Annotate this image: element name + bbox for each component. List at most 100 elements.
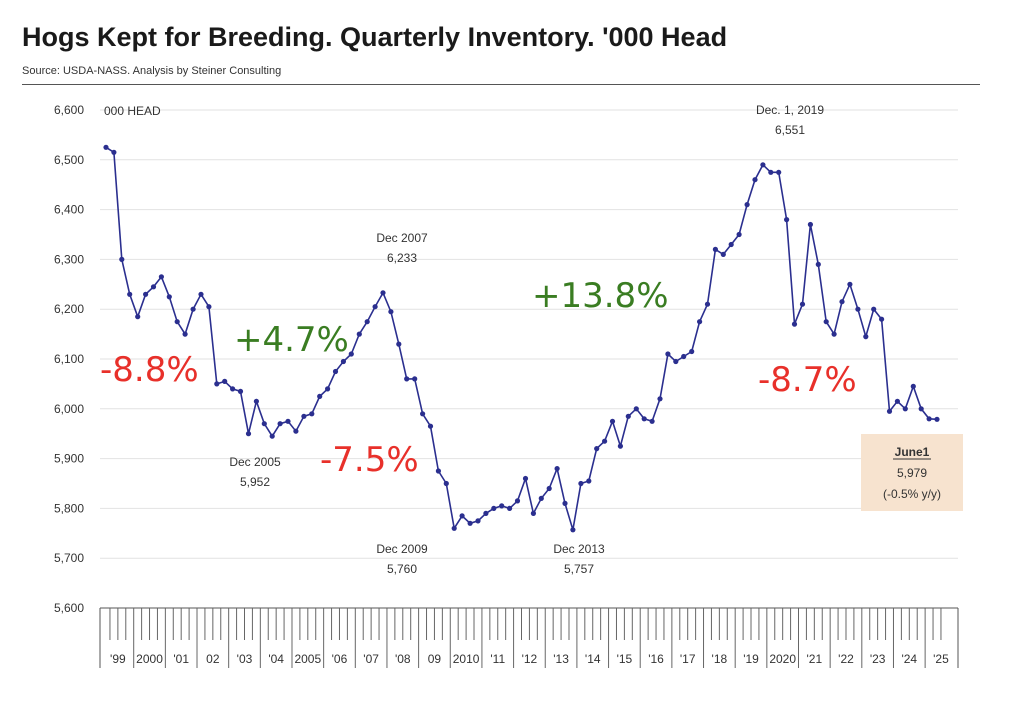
data-point <box>689 348 695 355</box>
data-point <box>886 408 893 414</box>
data-point <box>127 291 133 297</box>
x-tick-label: '11 <box>490 652 505 666</box>
data-point <box>697 319 703 325</box>
y-tick-label: 6,600 <box>54 103 84 117</box>
y-axis: 5,600 5,700 5,800 5,900 6,000 6,100 6,200 6,300… <box>54 103 84 615</box>
data-point <box>388 309 394 315</box>
data-point <box>926 416 932 422</box>
data-point <box>760 162 766 168</box>
x-tick-label: '23 <box>870 652 886 666</box>
x-tick-label: '25 <box>933 652 949 666</box>
series-layer <box>103 144 940 533</box>
data-point <box>427 423 434 429</box>
data-point <box>712 246 719 252</box>
data-point <box>522 475 529 482</box>
y-tick-label: 6,200 <box>54 302 84 316</box>
period-change-label: +13.8% <box>532 276 669 316</box>
data-point <box>356 331 362 337</box>
callout-value: 5,979 <box>897 466 927 480</box>
period-change-label: +4.7% <box>234 320 349 360</box>
data-point <box>475 518 481 524</box>
data-point <box>483 510 489 516</box>
data-point <box>902 406 908 412</box>
x-tick-label: '13 <box>553 652 569 666</box>
data-point <box>625 413 631 419</box>
data-point <box>776 169 782 175</box>
data-point <box>230 386 236 392</box>
data-point <box>285 418 291 424</box>
data-point <box>673 358 679 365</box>
callout-change: (-0.5% y/y) <box>883 487 941 501</box>
annotation-label: Dec 2009 <box>376 542 428 556</box>
data-point <box>720 251 726 257</box>
y-tick-label: 6,100 <box>54 352 84 366</box>
data-point <box>871 306 877 312</box>
data-point <box>293 428 299 434</box>
x-tick-label: '06 <box>332 652 348 666</box>
data-point <box>364 319 370 325</box>
x-tick-label: '24 <box>901 652 917 666</box>
data-point <box>214 381 220 387</box>
x-tick-label: '15 <box>617 652 633 666</box>
data-point <box>879 316 885 322</box>
period-change-label: -8.8% <box>100 350 199 390</box>
data-point <box>499 503 505 509</box>
data-point <box>752 177 758 183</box>
data-point <box>633 406 639 412</box>
data-point <box>934 416 940 422</box>
data-point <box>325 386 331 392</box>
x-tick-label: '04 <box>268 652 284 666</box>
data-point <box>206 304 212 310</box>
series-line <box>105 146 938 531</box>
x-tick-label: 02 <box>206 652 220 666</box>
data-point <box>190 306 196 312</box>
data-point <box>158 274 164 280</box>
period-change-label: -7.5% <box>320 440 419 480</box>
data-point <box>554 466 560 472</box>
period-change-labels: -8.8% +4.7% -7.5% +13.8% -8.7% <box>100 276 857 480</box>
data-point <box>744 202 750 208</box>
data-point <box>681 353 687 360</box>
data-point <box>823 319 829 325</box>
data-point <box>380 290 386 296</box>
x-tick-label: '07 <box>363 652 379 666</box>
data-point <box>332 368 339 375</box>
data-point <box>507 505 513 511</box>
data-point <box>198 291 204 297</box>
annotation-label: 5,952 <box>240 475 270 489</box>
data-point <box>459 513 465 519</box>
x-tick-label: '08 <box>395 652 411 666</box>
chart-title: Hogs Kept for Breeding. Quarterly Invent… <box>22 22 728 52</box>
data-point <box>420 411 426 417</box>
data-point <box>728 241 734 248</box>
data-point <box>404 376 410 382</box>
data-point <box>222 378 228 384</box>
data-point <box>514 498 521 504</box>
data-point <box>815 261 821 267</box>
x-tick-label: '16 <box>648 652 664 666</box>
x-tick-label: '01 <box>173 652 189 666</box>
data-point <box>119 256 125 262</box>
x-tick-label: 2000 <box>136 652 163 666</box>
data-point <box>609 418 616 424</box>
y-tick-label: 5,600 <box>54 601 84 615</box>
x-tick-label: '18 <box>712 652 728 666</box>
x-tick-label: '99 <box>110 652 126 666</box>
data-point <box>918 406 924 412</box>
y-tick-label: 5,700 <box>54 551 84 565</box>
data-point <box>103 144 109 150</box>
x-tick-label: '19 <box>743 652 759 666</box>
data-point <box>594 446 600 452</box>
data-point <box>578 480 584 487</box>
data-point <box>586 478 592 484</box>
data-point <box>894 398 901 404</box>
data-point <box>301 413 307 419</box>
callout-box <box>861 434 963 511</box>
x-axis: '99 2000 '01 02 '03 '04 2005 '06 '07 '08 09 2010 '11… <box>99 607 959 668</box>
data-point <box>435 468 441 474</box>
data-point <box>665 351 671 357</box>
unit-label: 000 HEAD <box>104 104 161 118</box>
x-tick-label: '21 <box>807 652 823 666</box>
data-point <box>253 398 259 404</box>
chart-source: Source: USDA-NASS. Analysis by Steiner C… <box>22 65 282 77</box>
